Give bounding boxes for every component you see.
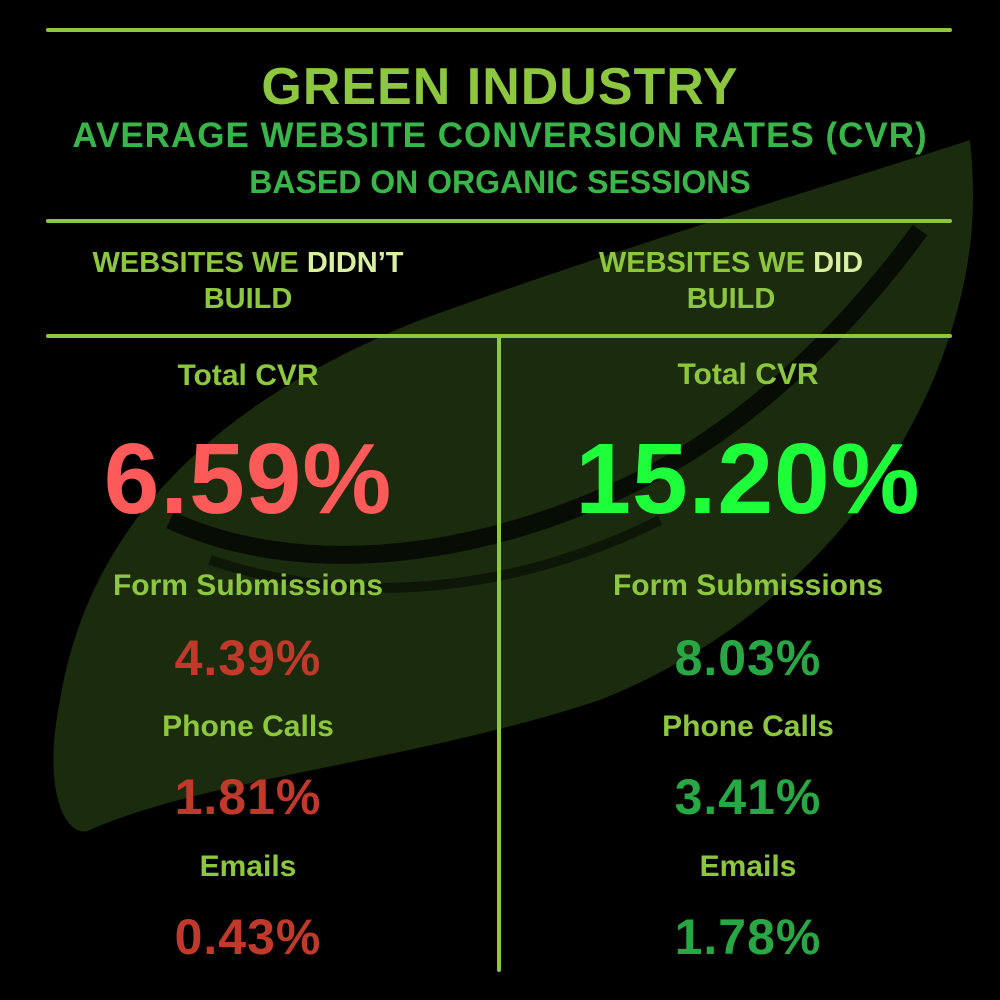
page-note: BASED ON ORGANIC SESSIONS: [249, 164, 751, 200]
left-total-cvr-value: 6.59%: [103, 423, 393, 535]
left-phone-calls-value: 1.81%: [174, 769, 322, 825]
right-column-heading: WEBSITES WE DID BUILD: [516, 245, 946, 317]
left-heading-highlight: DIDN’T: [306, 247, 404, 279]
page-subtitle: AVERAGE WEBSITE CONVERSION RATES (CVR): [72, 116, 928, 155]
left-emails-label: Emails: [199, 850, 297, 883]
leaf-shape: [53, 140, 973, 832]
left-column-heading: WEBSITES WE DIDN’T BUILD: [33, 245, 463, 317]
right-phone-calls-label: Phone Calls: [662, 710, 834, 743]
leaf-vein-inner: [208, 515, 663, 593]
right-heading-highlight: DID: [813, 247, 864, 279]
left-form-submissions-label: Form Submissions: [112, 569, 384, 602]
right-total-cvr-value: 15.20%: [575, 423, 921, 535]
left-heading-post: BUILD: [203, 283, 293, 315]
left-total-cvr-label: Total CVR: [177, 359, 319, 392]
right-emails-label: Emails: [699, 850, 797, 883]
right-emails-value: 1.78%: [674, 909, 822, 965]
left-heading-pre: WEBSITES WE: [92, 247, 307, 279]
left-form-submissions-value: 4.39%: [174, 630, 322, 686]
top-rule: [46, 28, 952, 32]
right-phone-calls-value: 3.41%: [674, 769, 822, 825]
header-rule: [46, 219, 952, 223]
column-divider: [497, 336, 501, 972]
right-form-submissions-label: Form Submissions: [612, 569, 884, 602]
right-heading-pre: WEBSITES WE: [598, 247, 814, 279]
right-total-cvr-label: Total CVR: [677, 358, 819, 391]
right-heading-post: BUILD: [686, 283, 776, 315]
left-emails-value: 0.43%: [174, 909, 322, 965]
left-phone-calls-label: Phone Calls: [162, 710, 334, 743]
page-title: GREEN INDUSTRY: [261, 58, 739, 116]
right-form-submissions-value: 8.03%: [674, 630, 822, 686]
